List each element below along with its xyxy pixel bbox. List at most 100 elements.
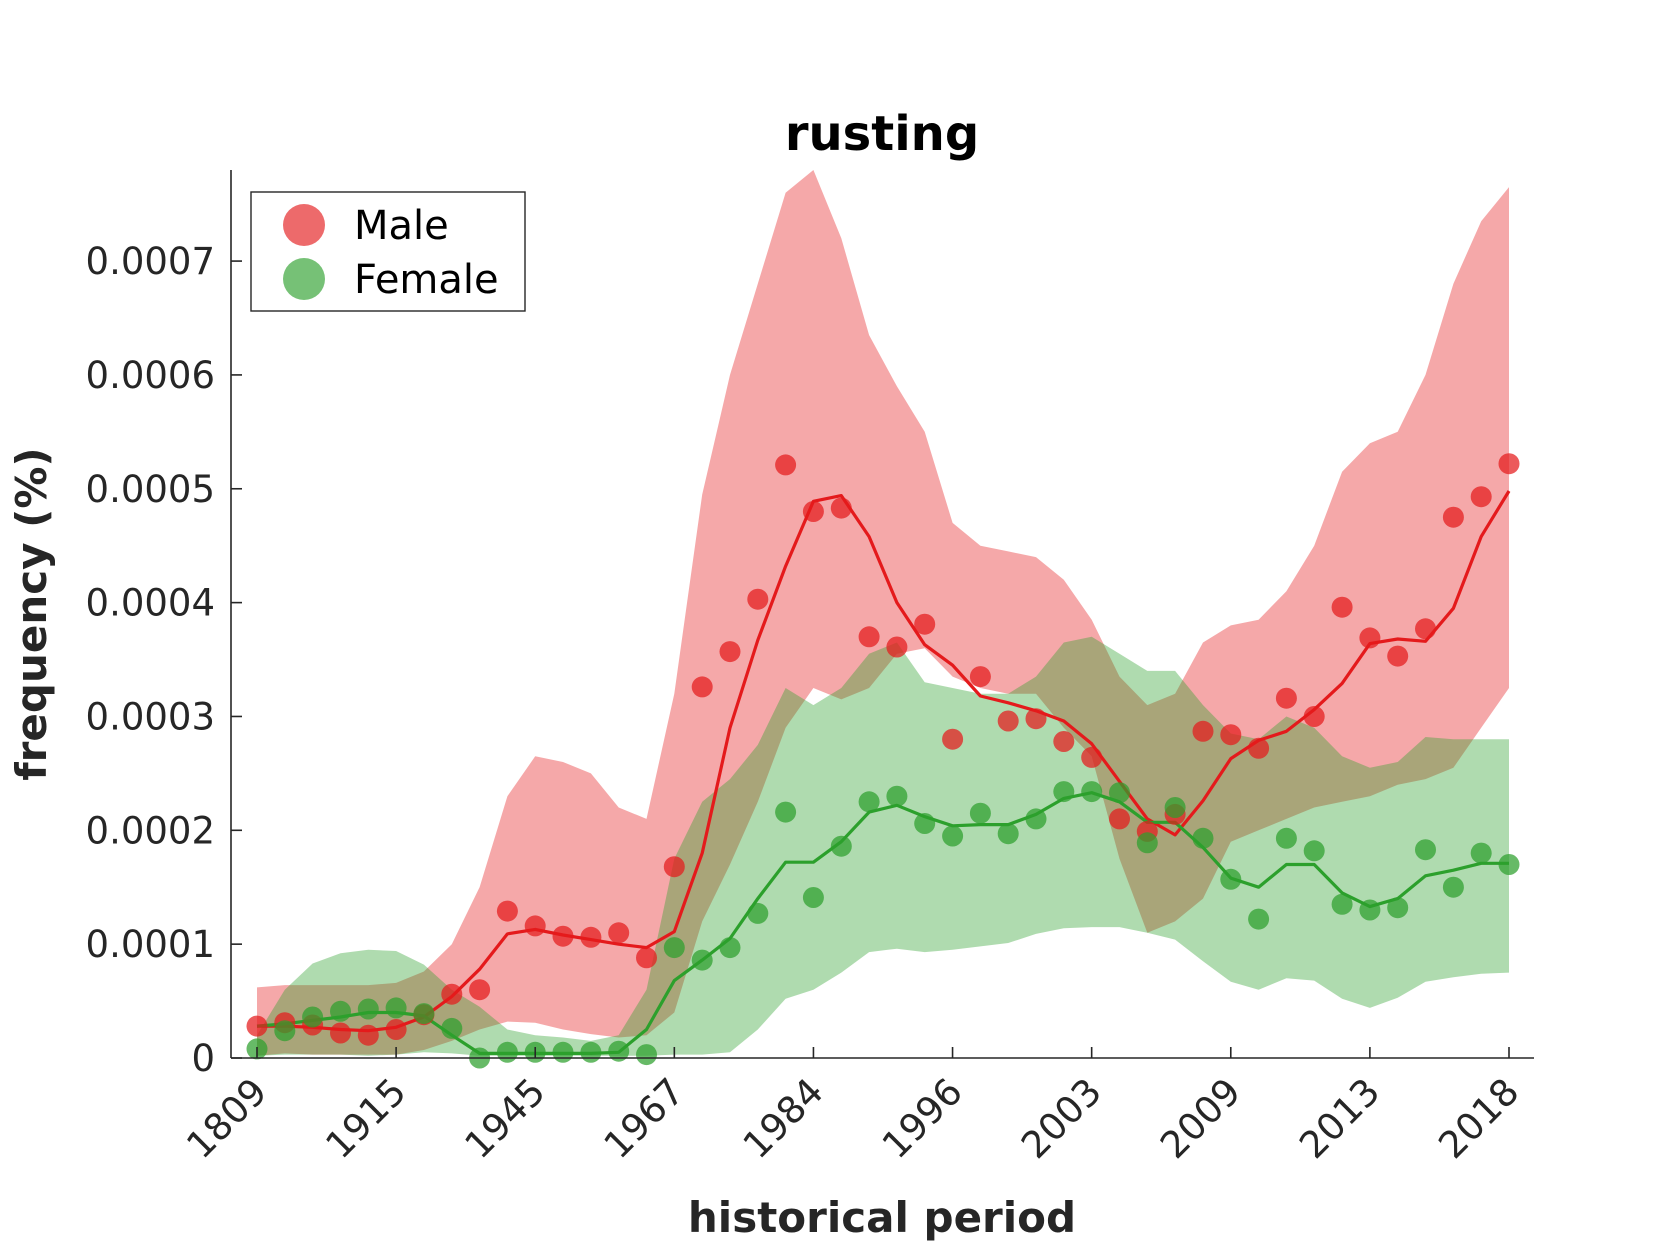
legend-marker-male [283,204,325,246]
y-tick-label: 0 [191,1037,215,1080]
point-male [441,983,463,1005]
x-tick-label: 2018 [1430,1070,1527,1167]
point-female [914,813,936,834]
point-male [663,856,685,878]
y-tick-label: 0.0005 [86,468,215,511]
point-male [1470,486,1492,508]
point-male [1248,737,1270,759]
legend: Male Female [250,191,526,312]
point-female [997,823,1019,845]
point-female [1387,897,1409,919]
point-female [1081,781,1103,803]
legend-marker-female [283,258,325,300]
point-female [1275,827,1297,849]
point-male [830,497,852,519]
point-female [552,1041,574,1063]
point-female [1192,827,1214,849]
point-female [1442,876,1464,898]
x-ticks: 1809 1915 1945 1967 1984 1996 2003 2009 2013 2018 [178,1047,1527,1167]
point-female [580,1041,602,1063]
y-tick-label: 0.0001 [86,923,215,966]
point-male [802,501,824,522]
point-female [886,785,908,807]
point-female [413,1003,435,1025]
point-female [719,937,741,959]
point-female [1053,781,1075,803]
legend-label-male: Male [354,203,449,249]
x-tick-label: 2013 [1291,1070,1388,1167]
x-tick-label: 2009 [1152,1070,1249,1167]
point-female [1220,868,1242,890]
point-male [1220,724,1242,746]
point-male [1498,453,1520,475]
point-male [357,1024,379,1046]
point-female [858,791,880,813]
axes [230,170,1534,1059]
x-tick-label: 1809 [178,1070,275,1167]
y-ticks: 0 0.0001 0.0002 0.0003 0.0004 0.0005 0.0006 0.0… [86,240,242,1080]
point-female [274,1020,296,1042]
point-male [914,613,936,635]
point-male [1192,720,1214,742]
point-male [636,947,657,969]
x-tick-label: 1945 [457,1070,554,1167]
point-male [691,676,713,698]
point-male [886,636,908,658]
y-tick-label: 0.0002 [86,809,215,852]
point-female [1470,842,1492,864]
point-female [1136,832,1158,854]
point-male [747,588,769,610]
point-female [1331,893,1353,915]
point-female [636,1044,657,1066]
trend-line-male [257,490,1511,1033]
y-tick-label: 0.0007 [86,240,215,283]
point-male [719,641,741,663]
point-female [969,802,991,824]
trend-lines [256,490,1511,1056]
point-female [1248,908,1270,930]
point-male [385,1019,407,1040]
point-female [747,902,769,924]
point-male [775,454,797,476]
point-male [246,1015,268,1037]
point-female [496,1041,518,1063]
point-male [1053,731,1075,752]
y-tick-label: 0.0003 [86,695,215,738]
point-male [1025,708,1047,730]
x-tick-label: 2003 [1013,1070,1110,1167]
y-tick-label: 0.0004 [86,582,215,625]
x-tick-label: 1984 [735,1070,832,1167]
point-male [1109,808,1130,830]
point-male [969,666,991,688]
point-male [1331,596,1353,618]
trend-line-female [256,791,1509,1056]
point-female [830,835,852,857]
point-male [1359,627,1381,649]
point-female [357,998,379,1020]
point-male [997,710,1019,732]
legend-label-female: Female [354,257,499,303]
point-female [385,997,407,1019]
point-male [580,926,602,948]
x-axis-label: historical period [688,1193,1076,1242]
point-male [524,915,546,937]
x-tick-label: 1996 [874,1070,971,1167]
point-female [691,949,713,971]
point-female [663,937,685,959]
point-male [330,1022,351,1044]
point-female [1109,782,1130,804]
point-female [1498,854,1520,875]
y-tick-label: 0.0006 [86,354,215,397]
x-tick-label: 1915 [317,1070,414,1167]
point-male [608,922,630,944]
point-male [469,979,491,1001]
point-female [1164,797,1186,818]
point-male [858,626,880,648]
point-male [496,900,518,922]
point-male [1303,706,1325,727]
point-female [942,825,964,847]
point-male [1275,687,1297,709]
point-female [330,1000,351,1022]
point-male [942,728,964,750]
